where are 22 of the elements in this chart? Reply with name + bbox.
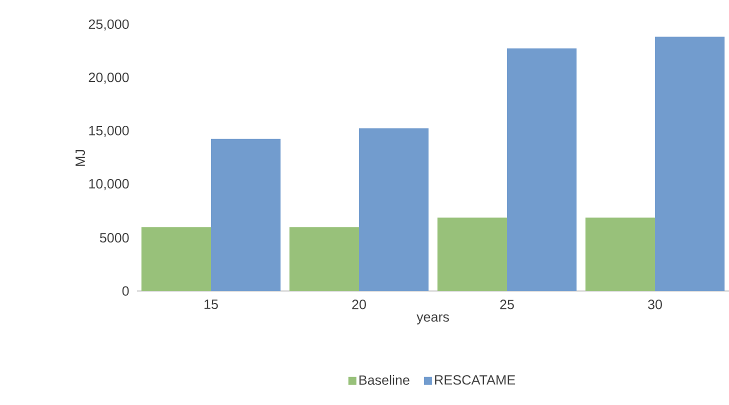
bar [211, 138, 281, 291]
x-axis-title: years [416, 314, 449, 324]
bar [585, 218, 656, 291]
bar [507, 48, 577, 291]
y-tick-label: 10,000 [89, 179, 129, 190]
y-tick-label: 15,000 [89, 126, 129, 137]
y-tick-label: 20,000 [88, 72, 129, 84]
x-tick-label: 30 [648, 300, 662, 310]
y-tick-label: 25,000 [88, 19, 129, 31]
bar [359, 128, 429, 291]
legend-label: RESCATAME [435, 375, 516, 385]
bar [655, 36, 725, 291]
x-tick-label: 25 [500, 300, 514, 310]
x-tick-label: 20 [352, 300, 366, 310]
y-tick-label: 0 [122, 286, 129, 296]
y-tick-label: 5000 [100, 233, 129, 243]
x-tick-label: 15 [204, 300, 218, 310]
legend-label: Baseline [359, 374, 410, 385]
bar [437, 218, 508, 291]
bar [289, 227, 360, 291]
y-axis-title: MJ [76, 150, 86, 166]
bar [141, 227, 212, 291]
